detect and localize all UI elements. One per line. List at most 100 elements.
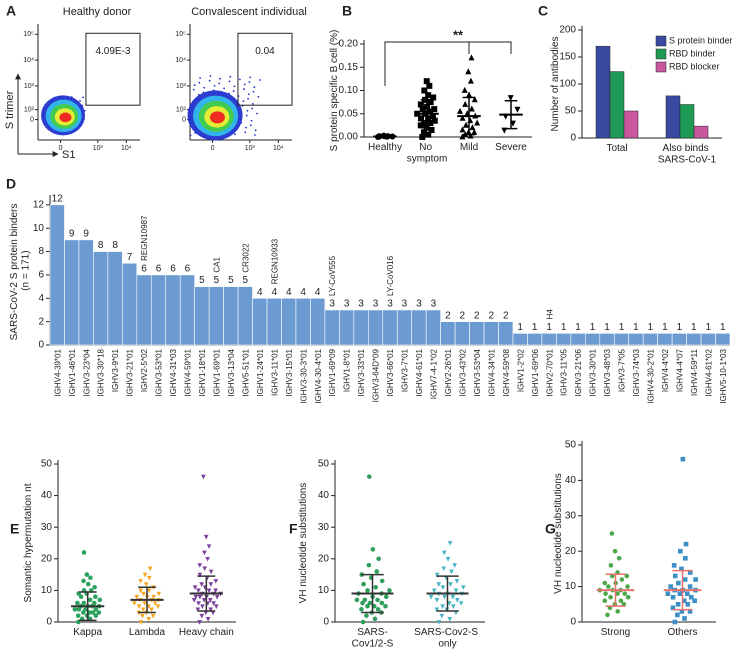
significance-label: **: [453, 27, 464, 42]
bar: [93, 251, 109, 346]
y-tick-label: 50: [41, 459, 53, 470]
data-point: [200, 604, 205, 609]
x-tick-label-line: Kappa: [73, 627, 102, 638]
event-dot: [234, 133, 236, 136]
data-point: [213, 579, 219, 584]
x-tick-label: Severe: [495, 142, 527, 153]
data-point: [683, 541, 689, 547]
data-point: [447, 541, 453, 546]
density-level: [209, 111, 225, 124]
event-dot: [243, 83, 246, 86]
bar: [425, 309, 441, 346]
event-dot: [232, 90, 235, 92]
significance-bracket: [384, 41, 512, 86]
y-tick-label: 0: [46, 617, 52, 628]
x-tick-label: IGHV4-61*02: [704, 348, 713, 396]
data-point: [425, 92, 432, 99]
data-point: [142, 601, 148, 606]
data-point: [431, 106, 438, 113]
data-point: [379, 600, 385, 606]
value-label: 1: [517, 322, 523, 333]
y-tick-label: 10³: [24, 83, 35, 90]
data-point: [693, 577, 698, 582]
data-point: [419, 106, 426, 113]
y-tick-label: 40: [318, 490, 330, 501]
data-point: [208, 607, 213, 613]
data-point: [208, 569, 214, 575]
value-label: 4: [315, 287, 321, 298]
data-point: [85, 581, 91, 587]
y-tick-label: 30: [565, 510, 577, 521]
value-label: 3: [373, 299, 379, 310]
x-tick-label: IGHV5-51*01: [241, 348, 250, 396]
bar: [628, 333, 644, 346]
data-point: [458, 601, 464, 606]
event-dot: [248, 81, 251, 83]
value-label: 4: [257, 287, 263, 298]
value-label: 9: [69, 229, 75, 240]
data-point: [459, 126, 466, 133]
x-tick-label-line: only: [438, 638, 456, 649]
data-point: [616, 555, 622, 561]
data-point: [197, 572, 203, 578]
x-tick-label: IGHV3-23*04: [82, 348, 91, 396]
x-tick-label: IGHV3-66*01: [386, 348, 395, 396]
event-dot: [223, 87, 225, 90]
x-tick-label: IGHV3-11*05: [560, 348, 569, 396]
x-tick-label-line: SARS-: [357, 627, 388, 638]
value-label: 1: [691, 322, 697, 333]
event-dot: [251, 107, 254, 110]
x-tick-label: Strong: [601, 627, 630, 638]
bar: [715, 333, 731, 346]
bar: [440, 321, 456, 346]
data-point: [136, 604, 142, 609]
data-point: [196, 601, 201, 606]
y-axis-label: S protein specific B cell (%): [329, 30, 340, 152]
data-point: [451, 604, 456, 609]
data-point: [359, 607, 364, 612]
x-tick-label: IGHV3-7*05: [618, 348, 627, 392]
data-point: [679, 609, 685, 614]
data-point: [672, 619, 678, 625]
gate: [85, 32, 141, 106]
x-tick-label: IGHV1-18*01: [198, 348, 207, 396]
data-point: [442, 550, 447, 556]
data-point: [460, 585, 466, 590]
event-dot: [242, 100, 245, 103]
legend-label: RBD blocker: [669, 61, 720, 71]
data-point: [692, 598, 697, 604]
y-tick-label: 10: [41, 585, 53, 596]
data-point: [468, 105, 475, 112]
x-tick-label: IGHV5-10-1*03: [719, 348, 728, 403]
data-point: [602, 598, 608, 604]
data-point: [417, 101, 424, 108]
value-label: 12: [52, 193, 64, 204]
data-point: [156, 591, 162, 597]
data-point: [606, 584, 611, 589]
data-point: [675, 612, 680, 618]
value-label: 6: [185, 264, 191, 275]
data-point: [132, 601, 137, 606]
x-tick-label-line: Total: [606, 143, 627, 154]
y-tick-label: 10: [565, 581, 577, 592]
data-point: [90, 610, 96, 615]
data-point: [608, 563, 614, 568]
data-point: [457, 107, 464, 114]
y-tick-label: 10: [318, 585, 330, 596]
bar: [469, 321, 485, 346]
data-point: [141, 591, 146, 597]
x-tick-label: 0: [211, 145, 215, 152]
data-point: [427, 108, 434, 115]
y-axis-label: VH nucleotide substitutions: [553, 473, 564, 594]
data-point: [681, 598, 687, 604]
data-point: [459, 133, 466, 140]
y-tick-label: 20: [41, 553, 53, 564]
y-tick-label: 10⁵: [175, 31, 186, 38]
value-label: 3: [402, 299, 408, 310]
event-dot: [257, 95, 260, 98]
x-tick-label: No symptom: [407, 142, 448, 165]
data-point: [665, 591, 671, 596]
event-dot: [189, 134, 192, 137]
y-tick-label: 0: [38, 340, 44, 351]
